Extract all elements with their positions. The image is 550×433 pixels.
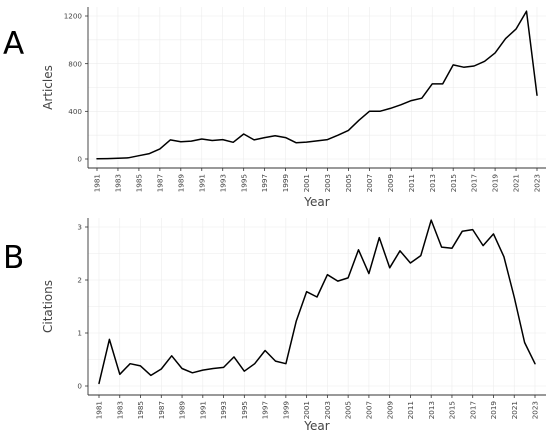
y-tick-label: 1 <box>77 329 82 338</box>
panel-b-series-line <box>98 219 536 385</box>
x-tick-label: 2013 <box>427 401 436 419</box>
x-tick-label: 1983 <box>115 401 124 419</box>
x-tick-label: 1997 <box>261 401 270 419</box>
x-tick-label: 2021 <box>512 174 521 192</box>
x-tick-label: 1987 <box>155 174 164 192</box>
x-tick-label: 2011 <box>407 174 416 192</box>
x-tick-label: 1985 <box>135 174 144 192</box>
x-tick-label: 2005 <box>344 174 353 192</box>
x-tick-label: 2015 <box>449 174 458 192</box>
panel-b-x-axis-title: Year <box>303 419 329 433</box>
x-tick-label: 2017 <box>468 401 477 419</box>
x-tick-label: 2001 <box>302 401 311 419</box>
x-tick-label: 2007 <box>365 174 374 192</box>
x-tick-label: 2017 <box>470 174 479 192</box>
panel-b-letter: B <box>3 240 24 276</box>
x-tick-label: 1983 <box>114 174 123 192</box>
panel-a: A 0 400 800 1200 1981 1983 1985 1987 1989 1991 199… <box>3 7 546 209</box>
x-tick-label: 1989 <box>178 401 187 420</box>
x-tick-label: 1991 <box>198 401 207 419</box>
panel-b: B 0 1 2 3 1981 1983 1985 1987 1989 1991 1993 1995 19… <box>3 218 546 433</box>
y-tick-label: 2 <box>77 276 82 285</box>
panel-a-series-line <box>96 10 538 160</box>
y-tick-label: 1200 <box>64 12 83 21</box>
panel-a-letter: A <box>3 26 24 62</box>
x-tick-label: 2019 <box>489 401 498 420</box>
y-tick-label: 3 <box>77 223 82 232</box>
y-tick-label: 400 <box>68 107 82 116</box>
x-tick-label: 1981 <box>95 401 104 419</box>
x-tick-label: 1993 <box>219 401 228 419</box>
x-tick-label: 2019 <box>491 174 500 193</box>
x-tick-label: 1999 <box>281 401 290 420</box>
x-tick-label: 2003 <box>323 174 332 192</box>
x-tick-label: 2007 <box>365 401 374 419</box>
x-tick-label: 2009 <box>385 401 394 420</box>
x-tick-label: 2001 <box>302 174 311 192</box>
x-tick-label: 1995 <box>239 174 248 192</box>
x-tick-label: 1997 <box>260 174 269 192</box>
x-tick-label: 2003 <box>323 401 332 419</box>
x-tick-label: 2005 <box>344 401 353 419</box>
panel-a-y-axis-title: Articles <box>41 65 55 110</box>
x-tick-label: 1995 <box>240 401 249 419</box>
x-tick-label: 1989 <box>176 174 185 193</box>
x-tick-label: 2015 <box>448 401 457 419</box>
panel-b-grid <box>88 218 546 395</box>
y-tick-label: 0 <box>77 155 82 164</box>
panel-a-grid <box>88 7 546 168</box>
x-tick-label: 1999 <box>281 174 290 193</box>
x-tick-label: 2011 <box>406 401 415 419</box>
panel-b-y-axis-title: Citations <box>41 280 55 333</box>
panel-a-x-axis-title: Year <box>303 195 329 209</box>
x-tick-label: 1981 <box>93 174 102 192</box>
x-tick-label: 2023 <box>533 174 542 192</box>
x-tick-label: 2009 <box>386 174 395 193</box>
x-tick-label: 1987 <box>157 401 166 419</box>
y-tick-label: 0 <box>77 382 82 391</box>
x-tick-label: 2013 <box>428 174 437 192</box>
x-tick-label: 1985 <box>136 401 145 419</box>
x-tick-label: 1991 <box>197 174 206 192</box>
x-tick-label: 1993 <box>218 174 227 192</box>
x-tick-label: 2021 <box>510 401 519 419</box>
x-tick-label: 2023 <box>531 401 540 419</box>
y-tick-label: 800 <box>68 59 82 68</box>
